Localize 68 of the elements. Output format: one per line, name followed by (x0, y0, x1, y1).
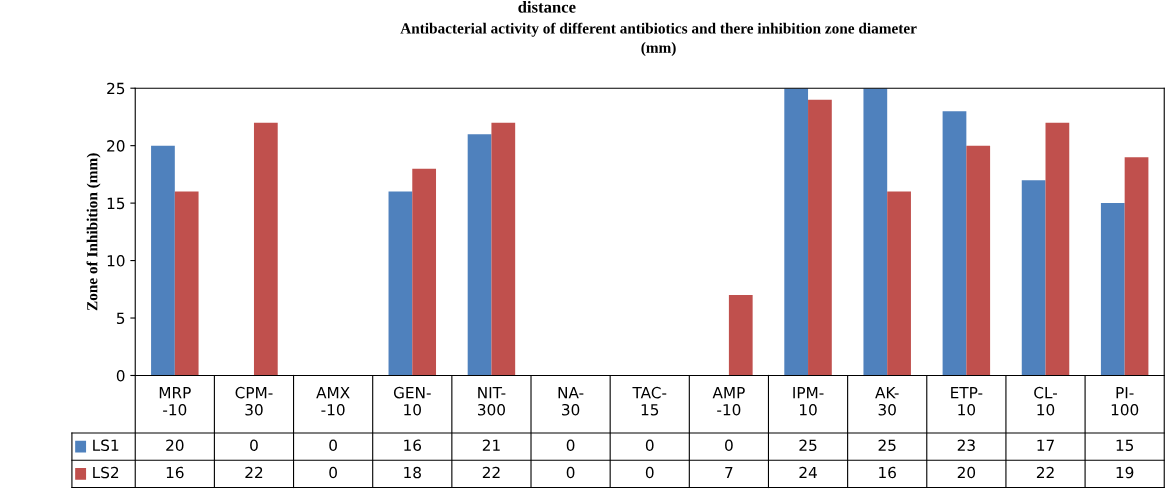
bar (174, 191, 199, 376)
data-label: 16 (404, 439, 422, 452)
bar (412, 168, 437, 376)
x-tick-label: GEN- 10 (393, 386, 431, 416)
data-label: 16 (166, 466, 184, 479)
data-label: 22 (482, 466, 500, 479)
data-label: 15 (1116, 439, 1134, 452)
bar (467, 134, 492, 376)
bar (808, 99, 832, 376)
bar (728, 295, 753, 376)
data-label: 19 (1116, 466, 1134, 479)
x-tick-label: ETP- 10 (951, 387, 983, 416)
bar (942, 111, 967, 376)
y-tick-label: 25 (107, 82, 125, 95)
data-label: 0 (645, 439, 654, 452)
data-label: 0 (645, 466, 654, 479)
data-label: 7 (725, 466, 733, 479)
data-label: 0 (250, 439, 258, 452)
data-label: 16 (879, 466, 896, 479)
data-label: 0 (329, 439, 337, 452)
data-label: 24 (799, 466, 817, 479)
x-tick-label: NA- 30 (558, 387, 584, 416)
x-tick-label: NIT- 300 (478, 387, 506, 416)
data-label: 22 (245, 466, 263, 479)
x-tick-label: MRP -10 (159, 387, 191, 416)
y-tick-label: 15 (107, 197, 125, 210)
y-tick-label: 20 (107, 140, 125, 152)
data-label: 21 (482, 439, 500, 451)
y-tick-label: 5 (116, 312, 125, 325)
chart-title: Antibacterial activity of different antibiotics and there inhibition zone diameter (mm) (400, 22, 917, 56)
bar (887, 191, 911, 376)
bar (253, 122, 278, 376)
data-label: 17 (1037, 439, 1054, 451)
bar (388, 191, 413, 376)
x-tick-label: IPM- 10 (793, 387, 824, 416)
data-label: 0 (566, 466, 575, 479)
data-label: 0 (725, 439, 733, 452)
text: distance (518, 1, 576, 13)
bar (1100, 203, 1125, 376)
data-label: 20 (166, 439, 184, 452)
data-label: 20 (957, 466, 976, 479)
bar (1021, 180, 1046, 376)
data-label: 22 (1036, 466, 1054, 479)
x-tick-label: CL- 10 (1034, 386, 1057, 416)
x-tick-label: PI- 100 (1111, 387, 1139, 416)
legend-label: LS2 (93, 466, 119, 479)
y-tick-label: 0 (116, 369, 125, 382)
data-label: 23 (957, 439, 975, 452)
y-tick-label: 10 (107, 255, 125, 267)
data-label: 18 (404, 466, 421, 479)
bar (151, 145, 175, 376)
x-tick-label: CPM- 30 (235, 386, 273, 416)
x-tick-label: TAC- 15 (632, 386, 667, 416)
bar (863, 88, 888, 376)
data-label: 0 (329, 466, 337, 479)
x-tick-label: AMP -10 (712, 387, 745, 416)
bar (491, 122, 516, 376)
data-label: 25 (878, 439, 896, 452)
x-tick-label: AMX -10 (316, 387, 350, 416)
legend-label: LS1 (93, 439, 119, 452)
y-axis-title: Zone of Inhibition (mm) (86, 153, 101, 311)
bar (966, 145, 991, 376)
bar (784, 88, 809, 376)
data-label: 25 (799, 439, 817, 452)
x-tick-label: AK- 30 (875, 387, 899, 416)
bar (1124, 157, 1149, 376)
data-label: 0 (566, 439, 575, 452)
bar (1045, 122, 1070, 376)
